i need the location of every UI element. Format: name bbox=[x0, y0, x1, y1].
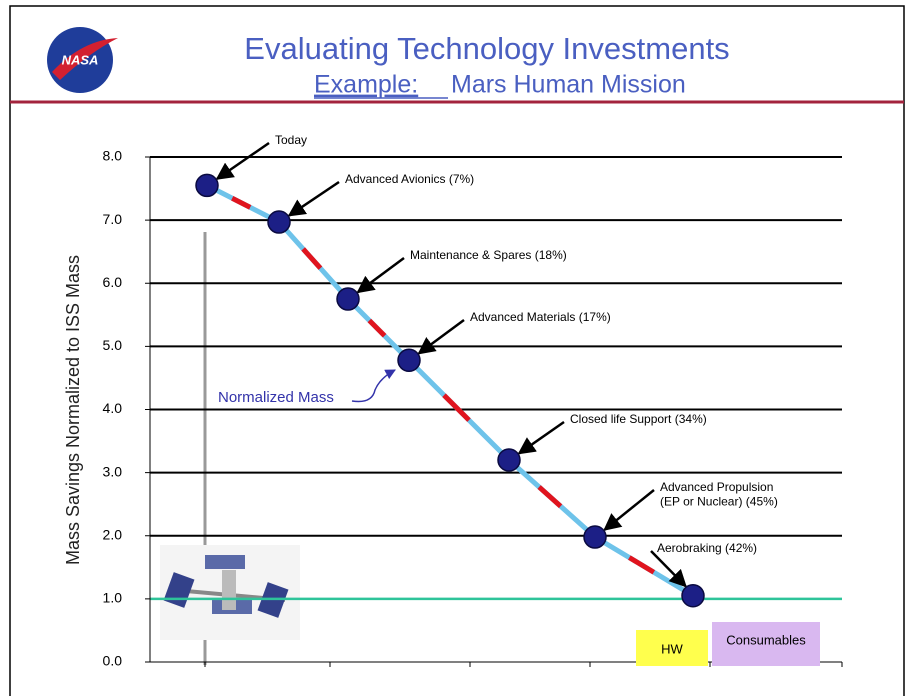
legend-box bbox=[636, 630, 708, 666]
y-tick-label: 4.0 bbox=[103, 400, 123, 416]
callout-arrow bbox=[215, 141, 270, 180]
callout-arrow bbox=[356, 256, 405, 294]
point-label: Advanced Materials (17%) bbox=[470, 310, 611, 324]
direction-arrow bbox=[367, 318, 387, 338]
data-point bbox=[397, 348, 421, 373]
callout-arrow bbox=[287, 180, 340, 217]
point-label: Maintenance & Spares (18%) bbox=[410, 248, 567, 262]
series-label: Normalized Mass bbox=[218, 389, 334, 406]
direction-arrow bbox=[231, 195, 252, 210]
y-tick-label: 7.0 bbox=[103, 211, 123, 227]
y-tick-label: 5.0 bbox=[103, 337, 123, 353]
direction-arrow bbox=[301, 247, 323, 270]
direction-arrow bbox=[537, 485, 563, 509]
data-point bbox=[583, 525, 607, 549]
data-point bbox=[681, 583, 705, 608]
point-label: Advanced Propulsion (EP or Nuclear) (45%) bbox=[660, 480, 778, 508]
subtitle-prefix: Example: bbox=[314, 71, 418, 99]
data-point bbox=[497, 448, 521, 472]
nasa-logo: NASA bbox=[47, 27, 118, 93]
y-tick-label: 2.0 bbox=[103, 526, 123, 542]
data-point bbox=[267, 210, 291, 234]
callout-arrow bbox=[603, 489, 655, 531]
legend-box bbox=[712, 622, 820, 666]
point-label: Advanced Avionics (7%) bbox=[345, 172, 474, 186]
y-tick-label: 6.0 bbox=[103, 274, 123, 290]
iss-image bbox=[160, 545, 300, 640]
svg-text:NASA: NASA bbox=[62, 52, 99, 67]
data-point bbox=[195, 173, 219, 198]
callout-arrow bbox=[650, 550, 687, 588]
point-label: Closed life Support (34%) bbox=[570, 412, 707, 426]
y-tick-label: 8.0 bbox=[103, 148, 123, 164]
callout-arrow bbox=[517, 420, 565, 455]
box-label: HW bbox=[661, 641, 683, 656]
title: Evaluating Technology Investments bbox=[244, 31, 729, 66]
point-label: Today bbox=[275, 133, 307, 147]
y-tick-label: 1.0 bbox=[103, 590, 123, 606]
chart: 0.0 1.0 2.0 3.0 4.0 5.0 6.0 7.0 8.0 HW Consumables… bbox=[103, 133, 843, 669]
y-tick-label: 3.0 bbox=[103, 463, 123, 479]
data-point bbox=[336, 287, 360, 311]
slide-border bbox=[9, 5, 905, 696]
direction-arrow bbox=[628, 555, 656, 575]
y-tick-label: 0.0 bbox=[103, 653, 123, 669]
y-axis-label: Mass Savings Normalized to ISS Mass bbox=[63, 255, 83, 565]
point-label: Aerobraking (42%) bbox=[657, 541, 757, 555]
direction-arrow bbox=[442, 393, 471, 422]
box-label: Consumables bbox=[726, 632, 806, 647]
subtitle: Mars Human Mission bbox=[451, 71, 686, 99]
callout-arrow bbox=[417, 318, 465, 355]
series-label-arrow bbox=[351, 369, 396, 403]
